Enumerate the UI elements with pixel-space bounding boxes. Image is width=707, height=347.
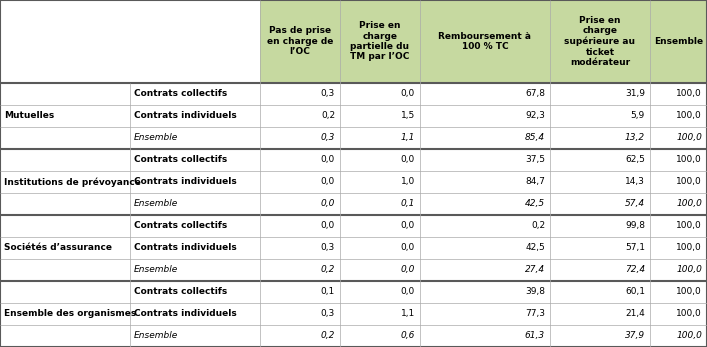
Text: Ensemble: Ensemble: [134, 265, 178, 274]
Text: 0,3: 0,3: [321, 133, 335, 142]
Text: 57,4: 57,4: [625, 199, 645, 208]
Text: 99,8: 99,8: [625, 221, 645, 230]
Bar: [0, 325, 707, 347]
Text: Ensemble des organismes: Ensemble des organismes: [4, 310, 136, 319]
Bar: [650, 0, 707, 83]
Text: 100,0: 100,0: [677, 177, 702, 186]
Text: 0,0: 0,0: [321, 199, 335, 208]
Text: Mutuelles: Mutuelles: [4, 111, 54, 120]
Text: 0,2: 0,2: [321, 111, 335, 120]
Text: 1,1: 1,1: [401, 310, 415, 319]
Bar: [550, 0, 650, 83]
Text: 37,5: 37,5: [525, 155, 545, 164]
Text: 13,2: 13,2: [625, 133, 645, 142]
Text: Pas de prise
en charge de
l’OC: Pas de prise en charge de l’OC: [267, 26, 333, 56]
Text: 92,3: 92,3: [525, 111, 545, 120]
Text: 100,0: 100,0: [677, 221, 702, 230]
Text: 0,0: 0,0: [401, 221, 415, 230]
Text: Ensemble: Ensemble: [134, 133, 178, 142]
Bar: [0, 281, 707, 303]
Text: 100,0: 100,0: [677, 310, 702, 319]
Text: 61,3: 61,3: [525, 331, 545, 340]
Bar: [0, 149, 707, 171]
Bar: [0, 105, 707, 127]
Text: 0,0: 0,0: [401, 155, 415, 164]
Text: 0,2: 0,2: [321, 331, 335, 340]
Text: 57,1: 57,1: [625, 243, 645, 252]
Bar: [420, 0, 550, 83]
Bar: [0, 215, 707, 237]
Text: 39,8: 39,8: [525, 287, 545, 296]
Text: 42,5: 42,5: [525, 243, 545, 252]
Text: 100,0: 100,0: [676, 331, 702, 340]
Text: 100,0: 100,0: [677, 111, 702, 120]
Text: 5,9: 5,9: [631, 111, 645, 120]
Text: 0,0: 0,0: [321, 221, 335, 230]
Bar: [0, 83, 707, 105]
Text: Ensemble: Ensemble: [134, 331, 178, 340]
Text: 1,1: 1,1: [401, 133, 415, 142]
Text: 0,6: 0,6: [401, 331, 415, 340]
Bar: [0, 127, 707, 149]
Text: Sociétés d’assurance: Sociétés d’assurance: [4, 243, 112, 252]
Text: 0,3: 0,3: [321, 243, 335, 252]
Text: 0,3: 0,3: [321, 310, 335, 319]
Text: 85,4: 85,4: [525, 133, 545, 142]
Text: Contrats individuels: Contrats individuels: [134, 177, 237, 186]
Text: Contrats individuels: Contrats individuels: [134, 310, 237, 319]
Bar: [0, 303, 707, 325]
Text: 0,0: 0,0: [401, 287, 415, 296]
Text: 31,9: 31,9: [625, 89, 645, 98]
Text: 42,5: 42,5: [525, 199, 545, 208]
Text: 100,0: 100,0: [676, 265, 702, 274]
Text: 0,0: 0,0: [401, 89, 415, 98]
Text: 100,0: 100,0: [677, 287, 702, 296]
Text: 0,2: 0,2: [531, 221, 545, 230]
Text: Remboursement à
100 % TC: Remboursement à 100 % TC: [438, 32, 532, 51]
Text: 67,8: 67,8: [525, 89, 545, 98]
Text: 21,4: 21,4: [625, 310, 645, 319]
Text: Prise en
charge
supérieure au
ticket
modérateur: Prise en charge supérieure au ticket mod…: [564, 16, 636, 67]
Text: 72,4: 72,4: [625, 265, 645, 274]
Text: Ensemble: Ensemble: [134, 199, 178, 208]
Text: 100,0: 100,0: [677, 89, 702, 98]
Text: Ensemble: Ensemble: [654, 37, 703, 46]
Text: 1,0: 1,0: [401, 177, 415, 186]
Text: 100,0: 100,0: [676, 199, 702, 208]
Bar: [0, 259, 707, 281]
Text: 0,1: 0,1: [401, 199, 415, 208]
Text: Contrats collectifs: Contrats collectifs: [134, 221, 227, 230]
Text: 0,0: 0,0: [401, 243, 415, 252]
Text: 77,3: 77,3: [525, 310, 545, 319]
Bar: [0, 237, 707, 259]
Text: Institutions de prévoyance: Institutions de prévoyance: [4, 177, 141, 186]
Text: 60,1: 60,1: [625, 287, 645, 296]
Bar: [0, 171, 707, 193]
Text: 14,3: 14,3: [625, 177, 645, 186]
Text: Prise en
charge
partielle du
TM par l’OC: Prise en charge partielle du TM par l’OC: [350, 21, 409, 61]
Bar: [340, 0, 420, 83]
Bar: [0, 0, 260, 83]
Text: Contrats collectifs: Contrats collectifs: [134, 287, 227, 296]
Text: 37,9: 37,9: [625, 331, 645, 340]
Text: 62,5: 62,5: [625, 155, 645, 164]
Text: 27,4: 27,4: [525, 265, 545, 274]
Text: Contrats individuels: Contrats individuels: [134, 243, 237, 252]
Bar: [260, 0, 340, 83]
Text: 100,0: 100,0: [677, 155, 702, 164]
Bar: [0, 193, 707, 215]
Text: 0,2: 0,2: [321, 265, 335, 274]
Text: 0,0: 0,0: [321, 177, 335, 186]
Text: Contrats individuels: Contrats individuels: [134, 111, 237, 120]
Text: 100,0: 100,0: [676, 133, 702, 142]
Text: 0,0: 0,0: [401, 265, 415, 274]
Text: 0,0: 0,0: [321, 155, 335, 164]
Text: Contrats collectifs: Contrats collectifs: [134, 155, 227, 164]
Text: Contrats collectifs: Contrats collectifs: [134, 89, 227, 98]
Text: 84,7: 84,7: [525, 177, 545, 186]
Text: 0,1: 0,1: [321, 287, 335, 296]
Text: 1,5: 1,5: [401, 111, 415, 120]
Text: 0,3: 0,3: [321, 89, 335, 98]
Text: 100,0: 100,0: [677, 243, 702, 252]
